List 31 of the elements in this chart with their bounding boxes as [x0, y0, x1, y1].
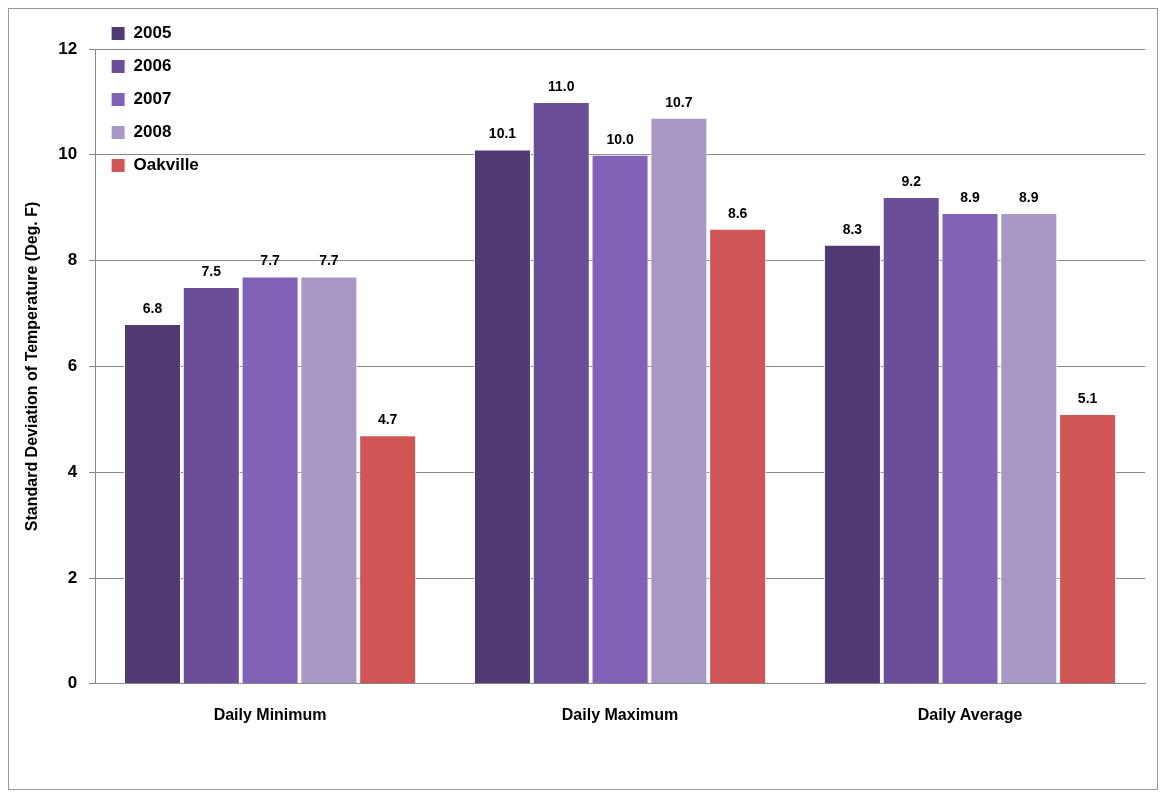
- y-tick-label: 4: [67, 461, 78, 481]
- x-tick-label: Daily Maximum: [561, 705, 679, 723]
- x-tick-label: Daily Minimum: [213, 705, 327, 723]
- data-label: 8.6: [727, 204, 748, 221]
- legend-label: 2007: [133, 89, 172, 109]
- legend-label: 2008: [133, 122, 172, 142]
- data-label: 5.1: [1077, 389, 1098, 406]
- data-label: 10.0: [606, 130, 634, 147]
- data-label: 7.7: [319, 252, 339, 269]
- legend-label: Oakville: [133, 155, 199, 175]
- x-tick-label: Daily Average: [917, 705, 1023, 723]
- legend-label: 2006: [133, 56, 172, 76]
- y-tick-label: 0: [67, 673, 78, 693]
- y-tick-label: 6: [67, 356, 78, 376]
- legend-label: 2005: [133, 23, 172, 43]
- data-label: 7.5: [201, 262, 222, 279]
- data-label: 8.3: [842, 220, 863, 237]
- y-tick-label: 10: [58, 144, 78, 164]
- data-label: 6.8: [142, 299, 163, 316]
- data-label: 10.1: [488, 125, 517, 142]
- data-label: 4.7: [377, 411, 398, 428]
- y-axis-title: Standard Deviation of Temperature (Deg. F): [23, 201, 41, 532]
- data-label: 11.0: [548, 77, 575, 94]
- data-label: 9.2: [901, 172, 922, 189]
- data-label: 10.7: [665, 93, 693, 110]
- y-tick-label: 2: [67, 567, 78, 587]
- data-label: 8.9: [1019, 188, 1039, 205]
- y-tick-label: 8: [67, 250, 78, 270]
- y-tick-label: 12: [58, 38, 78, 58]
- data-label: 8.9: [960, 188, 980, 205]
- data-label: 7.7: [260, 252, 281, 269]
